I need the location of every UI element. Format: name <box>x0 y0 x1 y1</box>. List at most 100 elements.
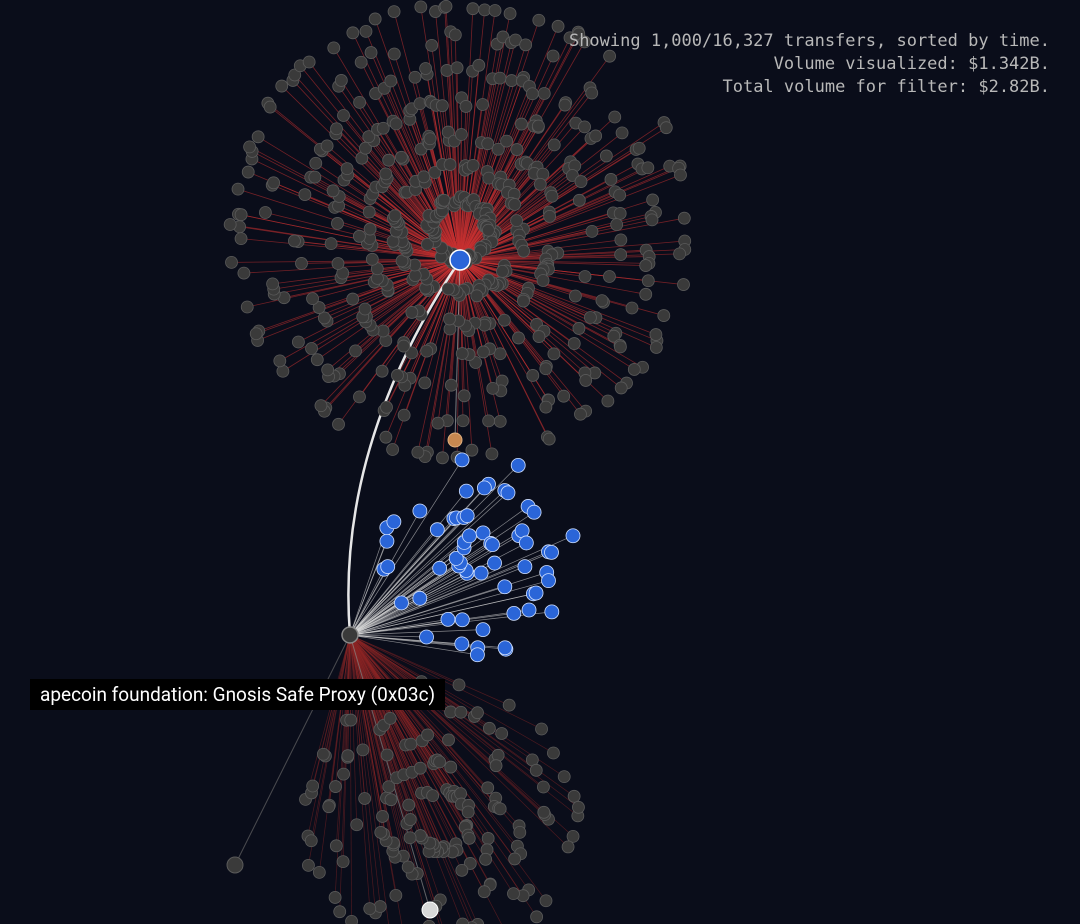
graph-node[interactable] <box>424 133 436 145</box>
graph-node[interactable] <box>380 168 392 180</box>
graph-node[interactable] <box>579 270 591 282</box>
graph-node[interactable] <box>540 363 552 375</box>
graph-node[interactable] <box>360 25 372 37</box>
graph-node[interactable] <box>349 345 361 357</box>
graph-node[interactable] <box>405 738 417 750</box>
graph-node[interactable] <box>529 586 543 600</box>
hub-node-proxy-hub[interactable] <box>342 627 358 643</box>
graph-node[interactable] <box>334 906 346 918</box>
graph-node[interactable] <box>226 256 238 268</box>
graph-node[interactable] <box>404 832 416 844</box>
graph-node[interactable] <box>414 762 426 774</box>
graph-node[interactable] <box>487 382 499 394</box>
graph-node[interactable] <box>482 782 494 794</box>
graph-node[interactable] <box>235 233 247 245</box>
graph-node[interactable] <box>244 141 256 153</box>
graph-node[interactable] <box>443 734 455 746</box>
graph-node[interactable] <box>390 118 402 130</box>
graph-node[interactable] <box>227 857 243 873</box>
graph-node[interactable] <box>267 278 279 290</box>
graph-node[interactable] <box>536 723 548 735</box>
graph-node[interactable] <box>322 364 334 376</box>
graph-node[interactable] <box>616 127 628 139</box>
graph-node[interactable] <box>544 210 556 222</box>
graph-node[interactable] <box>503 699 515 711</box>
graph-node[interactable] <box>501 135 513 147</box>
graph-node[interactable] <box>489 5 501 17</box>
graph-node[interactable] <box>412 446 424 458</box>
graph-node[interactable] <box>364 903 376 915</box>
graph-node[interactable] <box>432 417 444 429</box>
graph-node[interactable] <box>359 303 371 315</box>
graph-node[interactable] <box>547 50 559 62</box>
graph-node[interactable] <box>590 130 602 142</box>
graph-node[interactable] <box>307 780 319 792</box>
graph-node[interactable] <box>473 59 485 71</box>
graph-node[interactable] <box>347 27 359 39</box>
graph-node[interactable] <box>494 803 506 815</box>
graph-node[interactable] <box>575 176 587 188</box>
graph-node[interactable] <box>440 0 452 12</box>
graph-node[interactable] <box>480 853 492 865</box>
graph-node[interactable] <box>514 826 526 838</box>
graph-node[interactable] <box>552 20 564 32</box>
graph-node[interactable] <box>540 401 552 413</box>
graph-node[interactable] <box>586 225 598 237</box>
graph-node[interactable] <box>453 679 465 691</box>
graph-node[interactable] <box>363 206 375 218</box>
graph-node[interactable] <box>295 257 307 269</box>
graph-node[interactable] <box>346 915 358 924</box>
graph-node[interactable] <box>445 379 457 391</box>
graph-node[interactable] <box>385 794 397 806</box>
graph-node[interactable] <box>430 523 444 537</box>
graph-node[interactable] <box>515 118 527 130</box>
graph-node[interactable] <box>398 409 410 421</box>
graph-node[interactable] <box>341 163 353 175</box>
graph-node[interactable] <box>482 224 494 236</box>
graph-node[interactable] <box>250 328 262 340</box>
graph-node[interactable] <box>328 42 340 54</box>
graph-node[interactable] <box>492 749 504 761</box>
graph-node[interactable] <box>527 505 541 519</box>
graph-node[interactable] <box>603 271 615 283</box>
graph-node[interactable] <box>394 596 408 610</box>
graph-node[interactable] <box>332 258 344 270</box>
graph-node[interactable] <box>511 144 523 156</box>
graph-node[interactable] <box>395 151 407 163</box>
graph-node[interactable] <box>540 895 552 907</box>
graph-node[interactable] <box>538 87 550 99</box>
graph-node[interactable] <box>455 453 469 467</box>
graph-node[interactable] <box>455 129 467 141</box>
graph-node[interactable] <box>543 433 555 445</box>
graph-node[interactable] <box>414 830 426 842</box>
graph-node[interactable] <box>375 826 387 838</box>
graph-node[interactable] <box>519 536 533 550</box>
graph-node[interactable] <box>600 150 612 162</box>
graph-node[interactable] <box>498 580 512 594</box>
graph-node[interactable] <box>456 864 468 876</box>
graph-node[interactable] <box>299 189 311 201</box>
graph-node[interactable] <box>574 408 586 420</box>
graph-node[interactable] <box>331 217 343 229</box>
graph-node[interactable] <box>531 911 543 923</box>
graph-node[interactable] <box>614 189 626 201</box>
graph-node[interactable] <box>274 355 286 367</box>
graph-node[interactable] <box>434 756 446 768</box>
graph-node[interactable] <box>242 166 254 178</box>
network-graph[interactable] <box>0 0 1080 924</box>
graph-node[interactable] <box>235 209 247 221</box>
graph-node[interactable] <box>313 866 325 878</box>
graph-node[interactable] <box>647 194 659 206</box>
graph-node[interactable] <box>614 207 626 219</box>
graph-node[interactable] <box>330 781 342 793</box>
graph-node[interactable] <box>404 814 416 826</box>
graph-node[interactable] <box>421 345 433 357</box>
graph-node[interactable] <box>674 248 686 260</box>
graph-node[interactable] <box>259 206 271 218</box>
graph-node[interactable] <box>402 861 414 873</box>
graph-node[interactable] <box>388 6 400 18</box>
graph-node[interactable] <box>615 234 627 246</box>
graph-node[interactable] <box>520 39 532 51</box>
graph-node[interactable] <box>388 48 400 60</box>
graph-node[interactable] <box>470 648 484 662</box>
